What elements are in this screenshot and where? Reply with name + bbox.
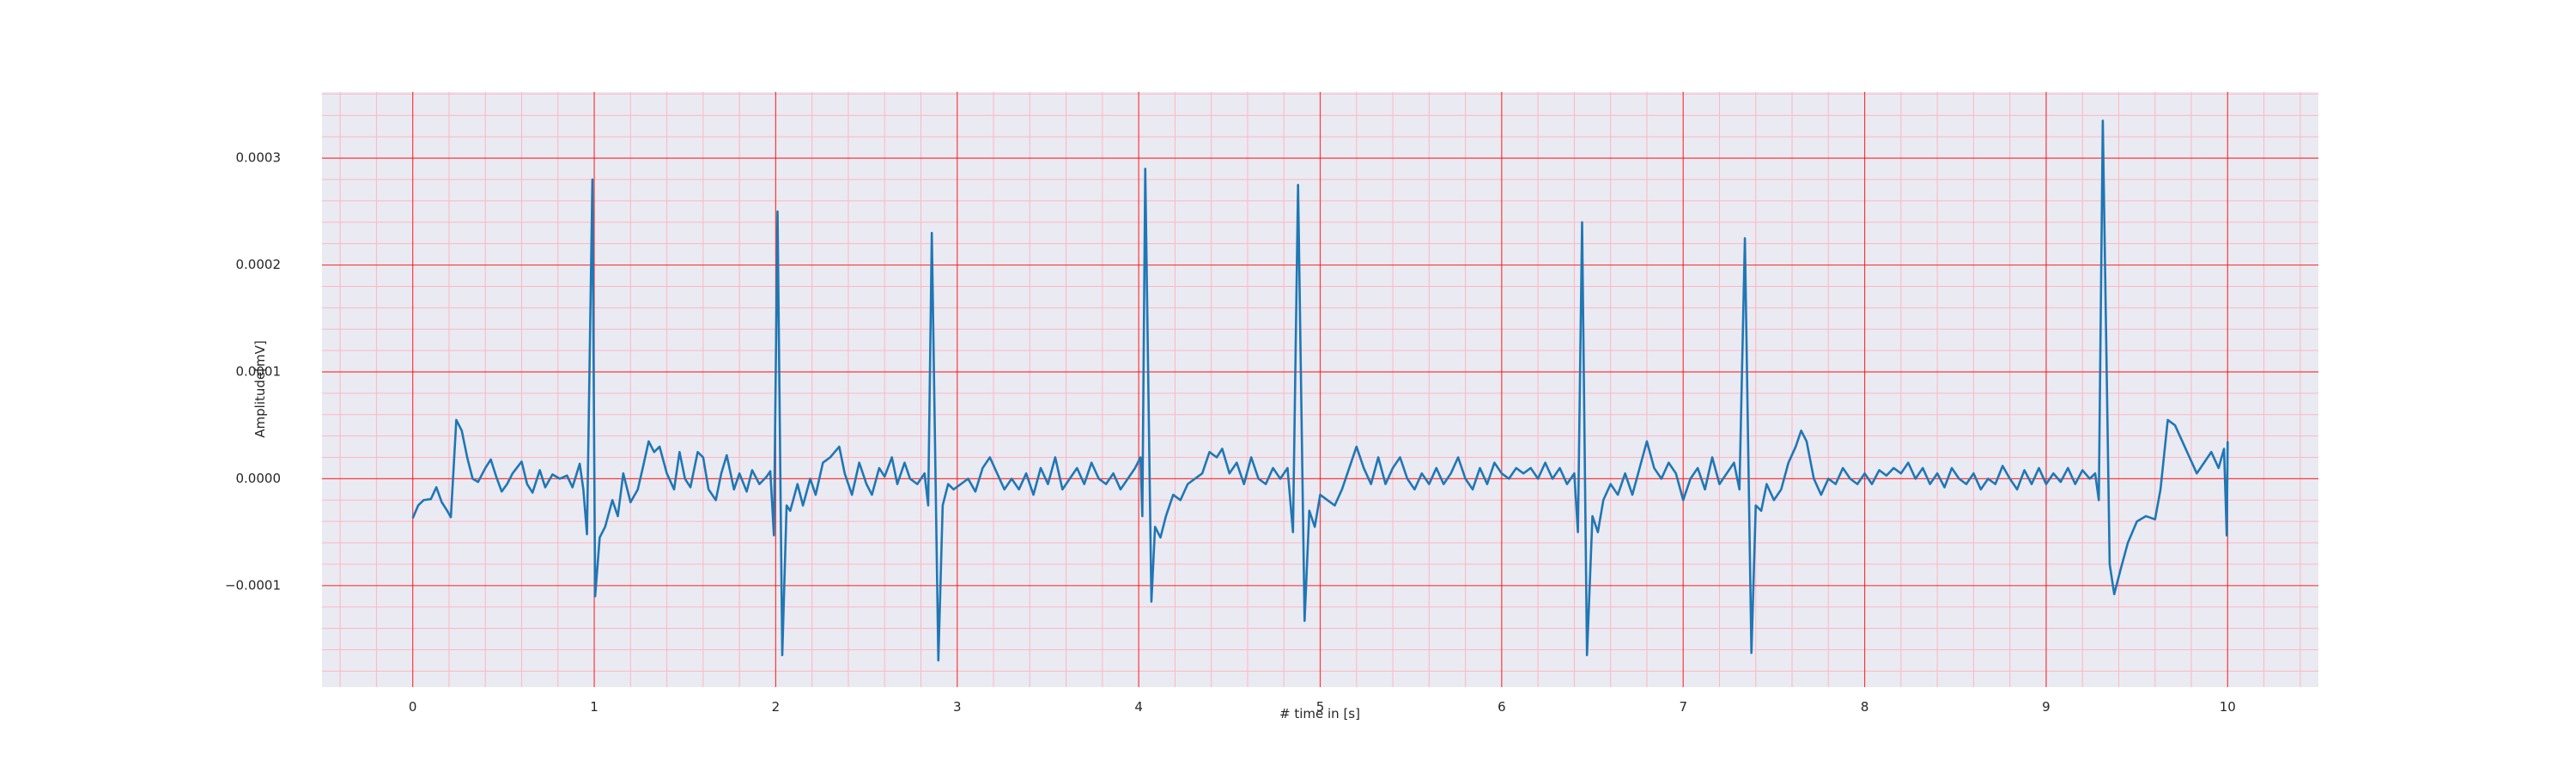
y-tick-label: −0.0001 — [225, 577, 281, 593]
x-tick-label: 9 — [2042, 699, 2050, 715]
x-tick-label: 7 — [1679, 699, 1687, 715]
signal-line — [411, 119, 2229, 662]
x-axis-label: # time in [s] — [1279, 706, 1360, 721]
y-tick-label: 0.0003 — [236, 150, 282, 166]
x-tick-label: 2 — [772, 699, 781, 715]
x-tick-label: 8 — [1861, 699, 1869, 715]
x-tick-label: 5 — [1316, 699, 1325, 715]
y-axis-label: Amplitude[mV] — [252, 340, 268, 437]
x-tick-label: 10 — [2220, 699, 2236, 715]
x-tick-label: 0 — [409, 699, 417, 715]
labels: 0 1 2 3 4 5 6 7 8 9 10 −0.0001 0.0000 0.0001 0.0002 0.0… — [225, 150, 2236, 715]
major-grid — [322, 92, 2318, 687]
x-tick-label: 6 — [1498, 699, 1506, 715]
x-tick-label: 4 — [1134, 699, 1143, 715]
y-tick-label: 0.0002 — [236, 257, 282, 272]
y-tick-label: 0.0000 — [236, 471, 282, 486]
plot-lines — [411, 119, 2229, 662]
y-tick-label: 0.0001 — [236, 363, 282, 379]
x-tick-label: 1 — [590, 699, 598, 715]
x-tick-label: 3 — [953, 699, 962, 715]
